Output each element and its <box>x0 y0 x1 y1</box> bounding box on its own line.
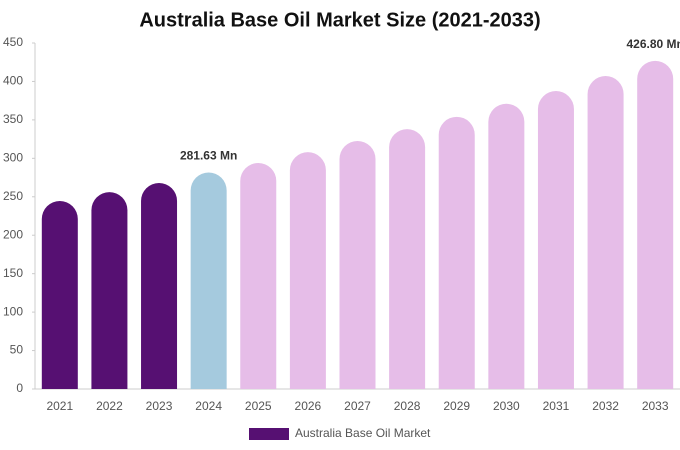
bar <box>537 91 574 390</box>
y-tick-label: 100 <box>3 304 23 318</box>
bar <box>488 103 525 389</box>
bar <box>41 201 78 389</box>
y-tick-label: 0 <box>16 381 23 395</box>
x-tick-label: 2028 <box>394 399 421 413</box>
x-tick-label: 2029 <box>443 399 470 413</box>
bar <box>91 192 128 389</box>
legend-label: Australia Base Oil Market <box>295 426 431 440</box>
y-tick-label: 250 <box>3 189 23 203</box>
y-tick-label: 450 <box>3 35 23 49</box>
bar <box>339 141 376 389</box>
bar <box>389 129 426 390</box>
y-tick-label: 200 <box>3 227 23 241</box>
legend-swatch <box>249 428 289 440</box>
bar <box>289 152 326 389</box>
x-tick-label: 2030 <box>493 399 520 413</box>
y-tick-label: 400 <box>3 74 23 88</box>
chart-title: Australia Base Oil Market Size (2021-203… <box>139 9 540 31</box>
x-tick-label: 2022 <box>96 399 123 413</box>
x-tick-label: 2026 <box>295 399 322 413</box>
x-tick-label: 2023 <box>146 399 173 413</box>
bar <box>141 182 178 389</box>
y-tick-label: 350 <box>3 112 23 126</box>
x-tick-label: 2033 <box>642 399 669 413</box>
y-tick-label: 150 <box>3 266 23 280</box>
y-tick-label: 300 <box>3 151 23 165</box>
bar <box>438 116 475 389</box>
bar <box>637 60 674 389</box>
x-tick-label: 2032 <box>592 399 619 413</box>
bar <box>240 162 277 389</box>
y-tick-label: 50 <box>10 343 24 357</box>
value-label: 281.63 Mn <box>180 149 237 163</box>
x-tick-label: 2021 <box>46 399 73 413</box>
x-tick-label: 2025 <box>245 399 272 413</box>
x-tick-label: 2027 <box>344 399 371 413</box>
x-tick-label: 2031 <box>543 399 570 413</box>
bar <box>190 172 227 389</box>
x-tick-label: 2024 <box>195 399 222 413</box>
bar <box>587 76 624 389</box>
value-label: 426.80 Mn <box>627 37 680 51</box>
